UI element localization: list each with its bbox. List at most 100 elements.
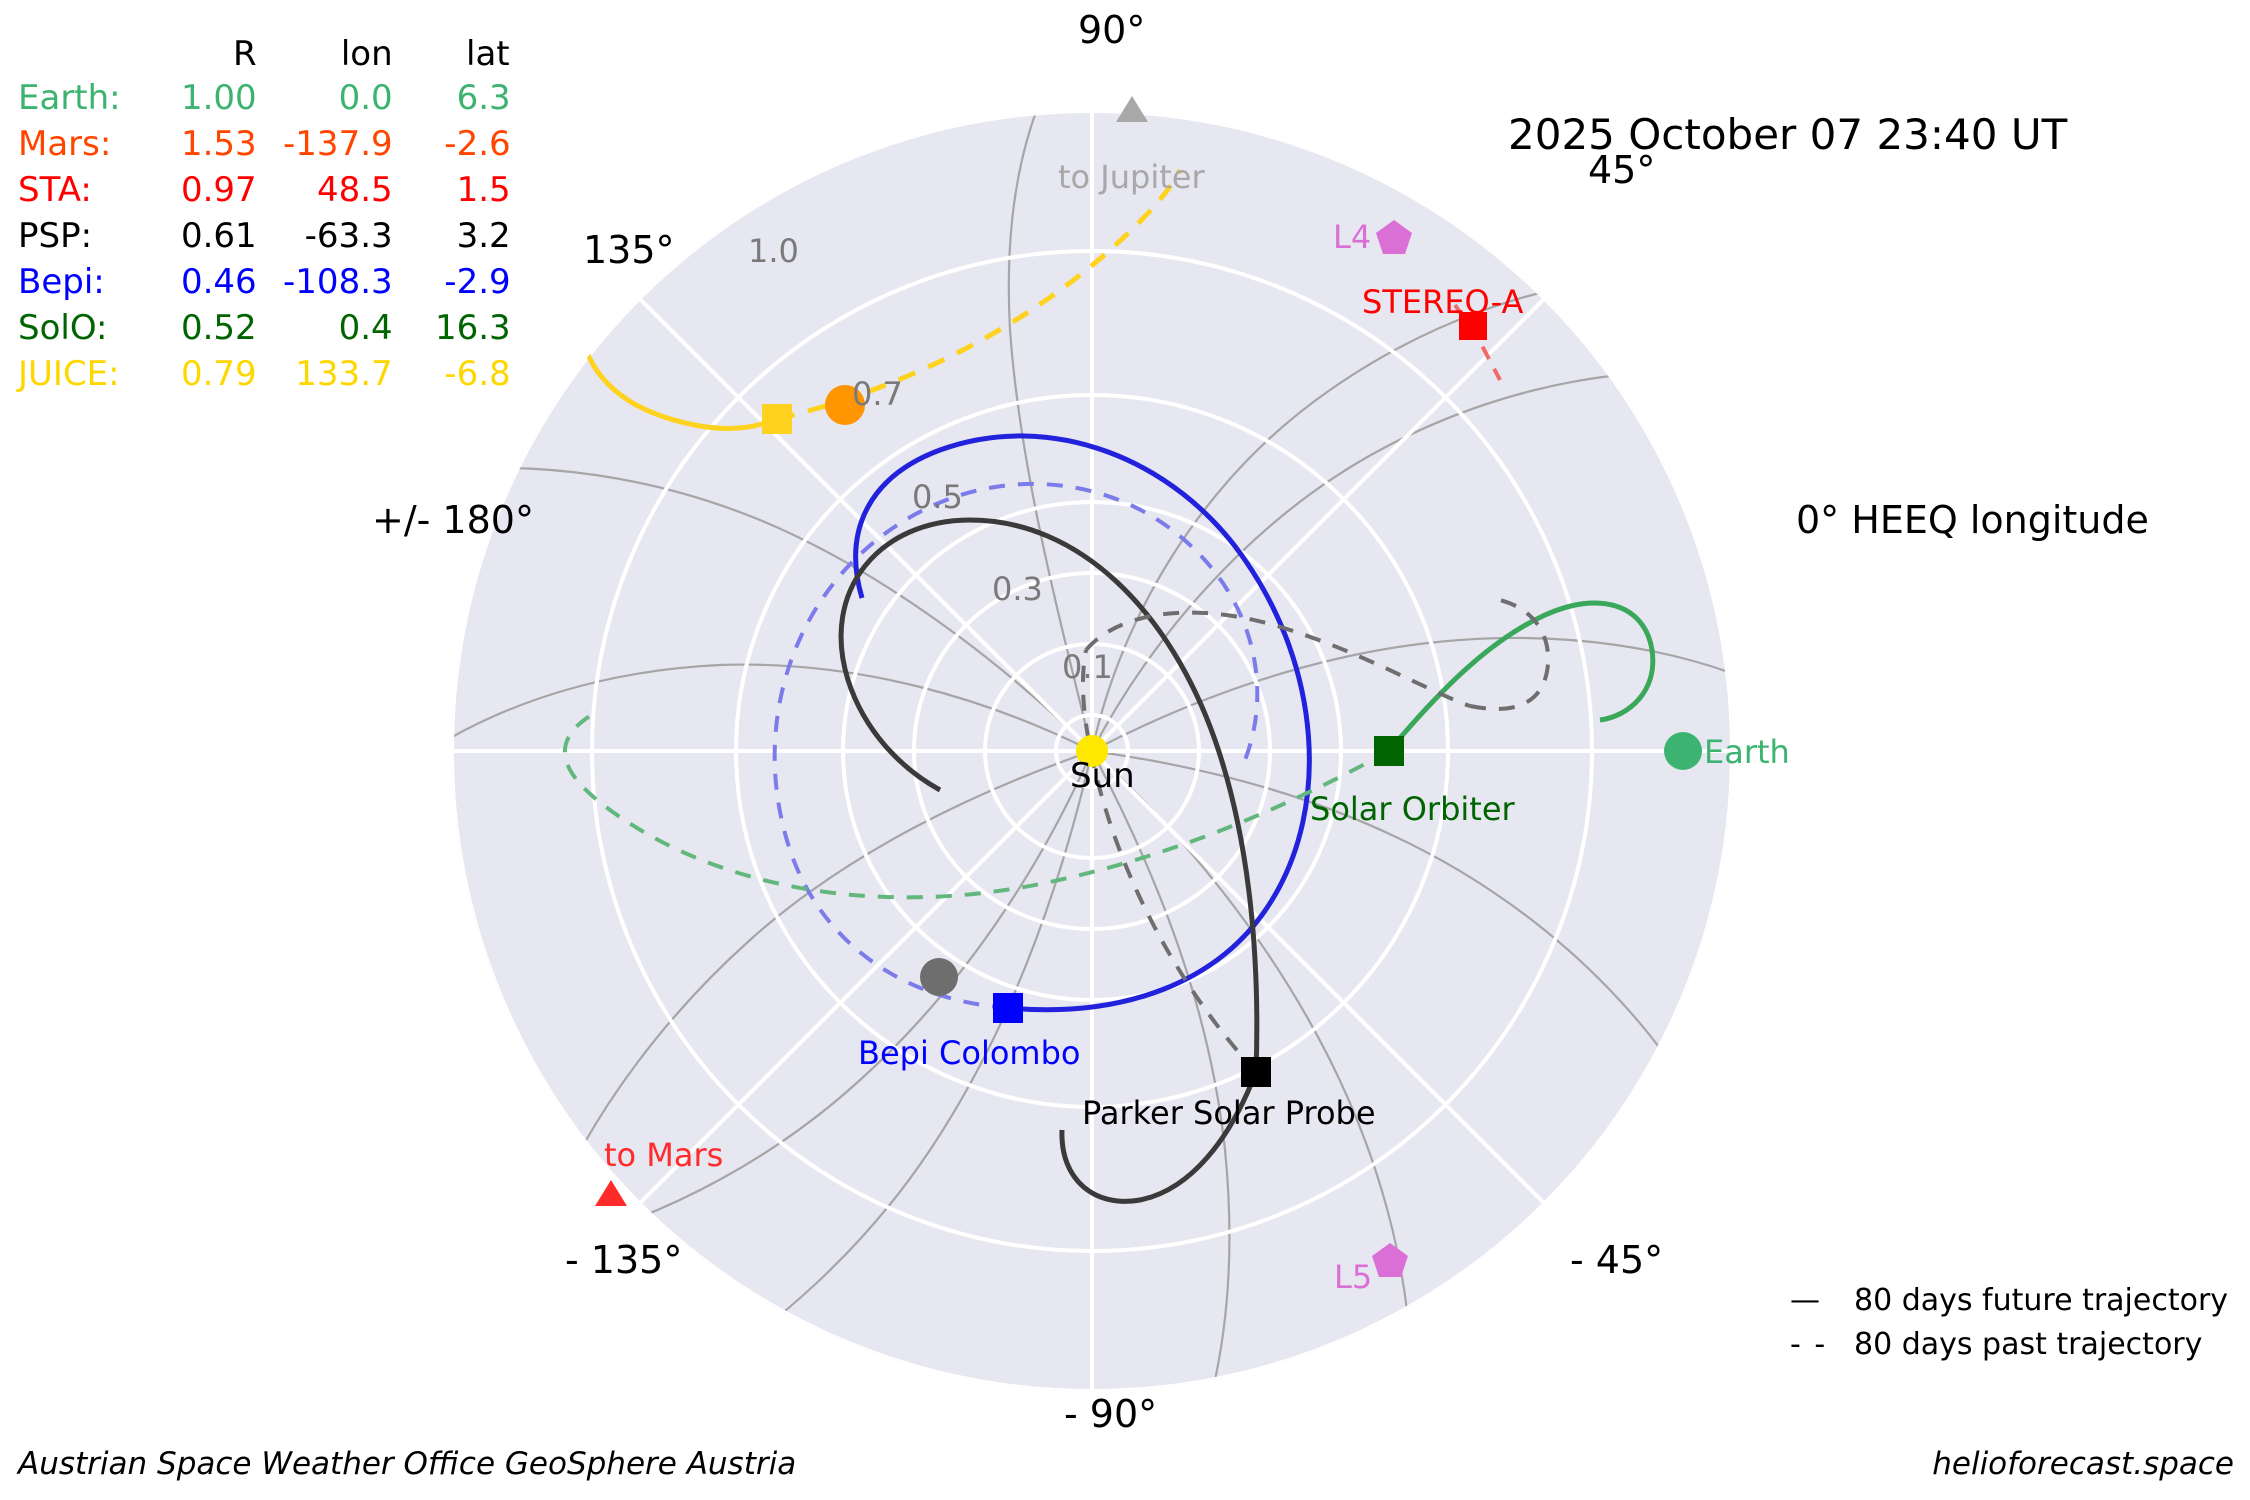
marker-solar-orbiter[interactable]: [1374, 736, 1404, 766]
table-cell-lat: -2.6: [444, 124, 511, 164]
date-title: 2025 October 07 23:40 UT: [1508, 110, 2068, 159]
marker-venus[interactable]: [825, 385, 865, 425]
table-row: Bepi: 0.46 -108.3 -2.9: [18, 259, 511, 305]
table-cell-r: 0.46: [180, 262, 257, 302]
table-cell-name: STA:: [18, 170, 92, 210]
table-row: JUICE: 0.79 133.7 -6.8: [18, 351, 511, 397]
legend-past-label: 80 days past trajectory: [1854, 1326, 2203, 1362]
trajectory-psp-future2: [1059, 1071, 1259, 1204]
axis-angle-label: +/- 180°: [372, 498, 534, 542]
body-label-to-jupiter: to Jupiter: [1058, 158, 1205, 196]
table-cell-r: 0.97: [180, 170, 257, 210]
table-cell-lon: -137.9: [283, 124, 393, 164]
table-row: SolO: 0.52 0.4 16.3: [18, 305, 511, 351]
table-row: Earth: 1.00 0.0 6.3: [18, 75, 511, 121]
body-label-bepi-colombo: Bepi Colombo: [858, 1034, 1081, 1072]
trajectory-juice-past: [776, 168, 1183, 422]
table-cell-name: SolO:: [18, 308, 108, 348]
trajectory-psp-future: [838, 517, 1260, 1073]
body-label-psp: Parker Solar Probe: [1082, 1094, 1376, 1132]
radial-tick-label: 0.3: [992, 570, 1043, 608]
table-row: STA: 0.97 48.5 1.5: [18, 167, 511, 213]
radial-tick-label: 0.7: [852, 375, 903, 413]
trajectory-bepi-past: [772, 481, 1260, 1010]
marker-to-jupiter[interactable]: [1116, 96, 1148, 122]
table-cell-lon: 133.7: [295, 354, 393, 394]
table-cell-lat: 6.3: [456, 78, 511, 118]
radial-tick-label: 0.5: [912, 478, 963, 516]
axis-angle-label: 135°: [583, 228, 675, 272]
body-label-to-mars: to Mars: [604, 1136, 724, 1174]
marker-sun[interactable]: [1076, 735, 1108, 767]
body-markers: [595, 96, 1702, 1277]
marker-mercury[interactable]: [920, 958, 958, 996]
radial-tick-label: 0.1: [1062, 648, 1113, 686]
body-label-stereo-a: STEREO-A: [1362, 283, 1524, 321]
legend-future-key: —: [1790, 1282, 1822, 1318]
header-name: [18, 36, 147, 75]
legend-past-key: - -: [1790, 1326, 1828, 1362]
footer-organisation: Austrian Space Weather Office GeoSphere …: [18, 1446, 797, 1482]
axis-angle-label: 0° HEEQ longitude: [1796, 498, 2149, 542]
table-cell-name: Mars:: [18, 124, 112, 164]
axis-angle-label: - 90°: [1064, 1392, 1158, 1436]
parker-spiral-lines: [452, 111, 1732, 1391]
table-cell-lat: 16.3: [434, 308, 511, 348]
marker-l5[interactable]: [1372, 1243, 1408, 1277]
body-label-l4: L4: [1333, 218, 1372, 256]
table-header-row: R lon lat: [18, 36, 511, 75]
marker-stereo-a[interactable]: [1459, 312, 1487, 340]
marker-l4[interactable]: [1376, 220, 1412, 254]
header-r: R: [233, 34, 257, 74]
marker-bepi-colombo[interactable]: [993, 993, 1023, 1023]
radial-tick-label: 1.0: [748, 232, 799, 270]
body-label-earth: Earth: [1704, 733, 1790, 771]
axis-angle-label: 45°: [1588, 148, 1656, 192]
body-label-l5: L5: [1334, 1258, 1373, 1296]
axis-angle-label: - 135°: [565, 1238, 683, 1282]
table-cell-lon: -63.3: [304, 216, 393, 256]
trajectory-psp-past2: [1084, 610, 1471, 708]
table-cell-r: 0.79: [180, 354, 257, 394]
table-cell-r: 1.00: [180, 78, 257, 118]
table-cell-lat: -2.9: [444, 262, 511, 302]
body-label-sun: Sun: [1070, 756, 1135, 796]
trajectory-legend: — 80 days future trajectory - - 80 days …: [1790, 1278, 2228, 1366]
legend-future-label: 80 days future trajectory: [1854, 1282, 2229, 1318]
table-row: Mars: 1.53 -137.9 -2.6: [18, 121, 511, 167]
header-lat: lat: [466, 34, 510, 74]
table-cell-lon: 0.4: [338, 308, 393, 348]
table-cell-lon: 48.5: [316, 170, 393, 210]
table-cell-lon: -108.3: [283, 262, 393, 302]
table-cell-lat: -6.8: [444, 354, 511, 394]
table-cell-lat: 3.2: [456, 216, 511, 256]
table-cell-name: Bepi:: [18, 262, 105, 302]
table-cell-lat: 1.5: [456, 170, 511, 210]
table-cell-r: 1.53: [180, 124, 257, 164]
legend-row-future: — 80 days future trajectory: [1790, 1278, 2228, 1322]
table-cell-name: JUICE:: [18, 354, 120, 394]
table-cell-lon: 0.0: [338, 78, 393, 118]
trajectory-solo-past: [563, 708, 1390, 900]
positions-table: R lon lat Earth: 1.00 0.0 6.3 Mars: 1.53 -137.…: [18, 36, 511, 397]
trajectory-bepi-future: [853, 433, 1312, 1013]
legend-row-past: - - 80 days past trajectory: [1790, 1322, 2228, 1366]
marker-juice[interactable]: [762, 404, 792, 434]
marker-psp[interactable]: [1241, 1057, 1271, 1087]
body-label-solar-orbiter: Solar Orbiter: [1310, 790, 1515, 828]
footer-website[interactable]: helioforecast.space: [1932, 1446, 2234, 1482]
marker-earth[interactable]: [1664, 732, 1702, 770]
axis-angle-label: 90°: [1078, 8, 1146, 52]
table-cell-name: PSP:: [18, 216, 93, 256]
table-cell-r: 0.61: [180, 216, 257, 256]
trajectory-psp-past3: [1469, 598, 1551, 711]
table-cell-name: Earth:: [18, 78, 121, 118]
table-row: PSP: 0.61 -63.3 3.2: [18, 213, 511, 259]
axis-angle-label: - 45°: [1570, 1238, 1664, 1282]
table-cell-r: 0.52: [180, 308, 257, 348]
marker-to-mars[interactable]: [595, 1180, 627, 1206]
trajectory-solo-future: [1387, 600, 1656, 753]
header-lon: lon: [340, 34, 393, 74]
